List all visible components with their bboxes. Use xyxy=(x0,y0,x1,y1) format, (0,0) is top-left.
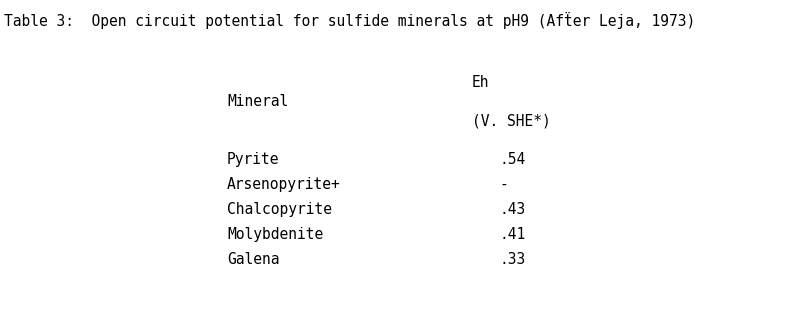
Text: -: - xyxy=(500,177,509,192)
Text: .43: .43 xyxy=(500,202,526,217)
Text: .41: .41 xyxy=(500,227,526,242)
Text: Galena: Galena xyxy=(227,252,280,267)
Text: Mineral: Mineral xyxy=(227,94,288,109)
Text: Molybdenite: Molybdenite xyxy=(227,227,323,242)
Text: .54: .54 xyxy=(500,152,526,167)
Text: .33: .33 xyxy=(500,252,526,267)
Text: Pyrite: Pyrite xyxy=(227,152,280,167)
Text: Chalcopyrite: Chalcopyrite xyxy=(227,202,332,217)
Text: Table 3:  Open circuit potential for sulfide minerals at pH9 (Afẗer Leja, 1973): Table 3: Open circuit potential for sulf… xyxy=(4,12,695,29)
Text: Eh: Eh xyxy=(472,75,490,90)
Text: (V. SHE*): (V. SHE*) xyxy=(472,113,550,128)
Text: Arsenopyrite+: Arsenopyrite+ xyxy=(227,177,341,192)
